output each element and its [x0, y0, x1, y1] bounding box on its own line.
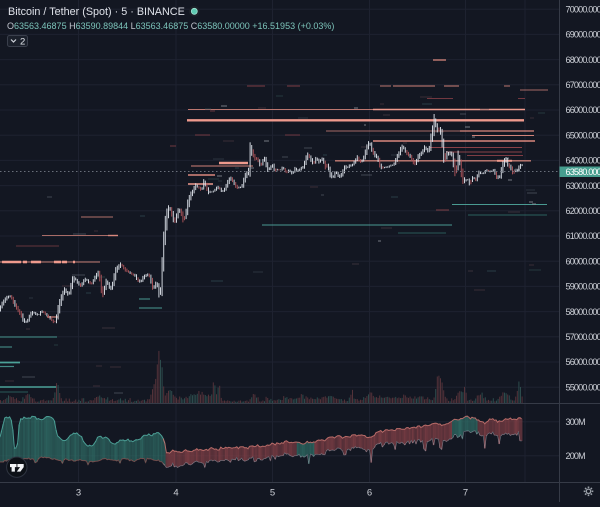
- svg-text:66000.000: 66000.000: [566, 105, 600, 115]
- svg-text:4: 4: [173, 488, 178, 499]
- svg-text:61000.000: 61000.000: [566, 231, 600, 241]
- svg-text:2: 2: [20, 37, 25, 48]
- svg-text:63580.000: 63580.000: [566, 167, 600, 177]
- svg-text:67000.000: 67000.000: [566, 80, 600, 90]
- svg-text:65000.000: 65000.000: [566, 130, 600, 140]
- svg-text:3: 3: [76, 488, 81, 499]
- svg-text:63000.000: 63000.000: [566, 181, 600, 191]
- svg-text:5: 5: [270, 488, 275, 499]
- svg-text:55000.000: 55000.000: [566, 382, 600, 392]
- svg-text:56000.000: 56000.000: [566, 357, 600, 367]
- svg-text:62000.000: 62000.000: [566, 206, 600, 216]
- svg-text:58000.000: 58000.000: [566, 307, 600, 317]
- svg-text:70000.000: 70000.000: [566, 4, 600, 14]
- svg-text:O63563.46875 H63590.89844 L635: O63563.46875 H63590.89844 L63563.46875 C…: [7, 21, 334, 31]
- svg-text:300M: 300M: [566, 417, 586, 427]
- svg-text:7: 7: [463, 488, 468, 499]
- svg-text:59000.000: 59000.000: [566, 282, 600, 292]
- svg-text:68000.000: 68000.000: [566, 55, 600, 65]
- svg-text:69000.000: 69000.000: [566, 30, 600, 40]
- svg-text:64000.000: 64000.000: [566, 156, 600, 166]
- svg-text:60000.000: 60000.000: [566, 256, 600, 266]
- svg-text:57000.000: 57000.000: [566, 332, 600, 342]
- svg-text:6: 6: [367, 488, 372, 499]
- svg-text:Bitcoin / Tether (Spot) · 5 ·: Bitcoin / Tether (Spot) · 5 · BINANCE: [8, 6, 185, 18]
- svg-text:200M: 200M: [566, 451, 586, 461]
